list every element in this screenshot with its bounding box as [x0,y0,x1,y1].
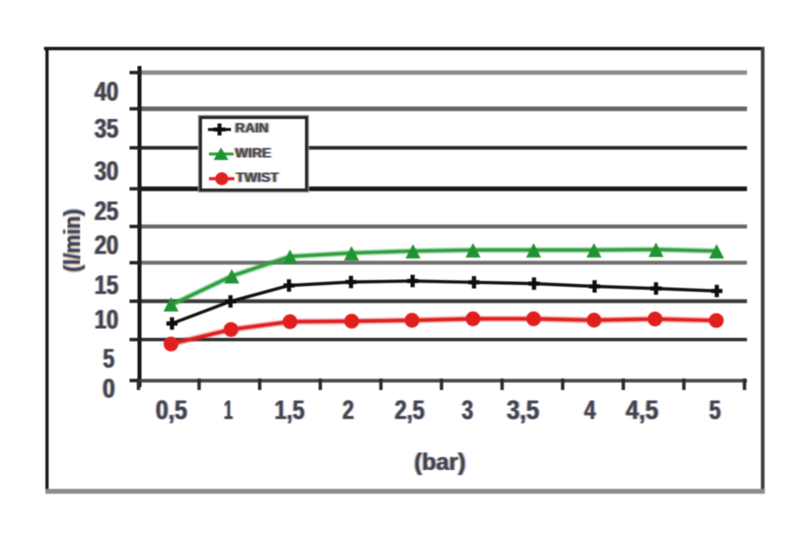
svg-text:1,5: 1,5 [275,394,305,425]
svg-text:2: 2 [343,394,355,425]
svg-text:0: 0 [103,373,115,404]
svg-text:30: 30 [95,155,119,186]
svg-text:3: 3 [462,394,474,425]
svg-text:35: 35 [95,113,119,144]
svg-text:(bar): (bar) [414,449,466,476]
svg-text:15: 15 [95,269,119,300]
svg-text:25: 25 [95,195,119,226]
svg-text:WIRE: WIRE [235,146,271,161]
svg-text:3,5: 3,5 [507,394,539,425]
svg-text:20: 20 [95,229,119,260]
svg-text:RAIN: RAIN [235,120,269,135]
svg-text:(l/min): (l/min) [59,209,85,272]
svg-text:2,5: 2,5 [395,394,425,425]
svg-text:4,5: 4,5 [626,394,658,425]
svg-text:TWIST: TWIST [236,170,279,185]
svg-text:4: 4 [584,394,596,425]
svg-text:1: 1 [224,394,233,425]
svg-text:40: 40 [95,75,119,106]
svg-text:5: 5 [103,343,115,374]
svg-text:0,5: 0,5 [156,394,188,425]
svg-text:5: 5 [709,394,721,425]
svg-text:10: 10 [95,303,119,334]
